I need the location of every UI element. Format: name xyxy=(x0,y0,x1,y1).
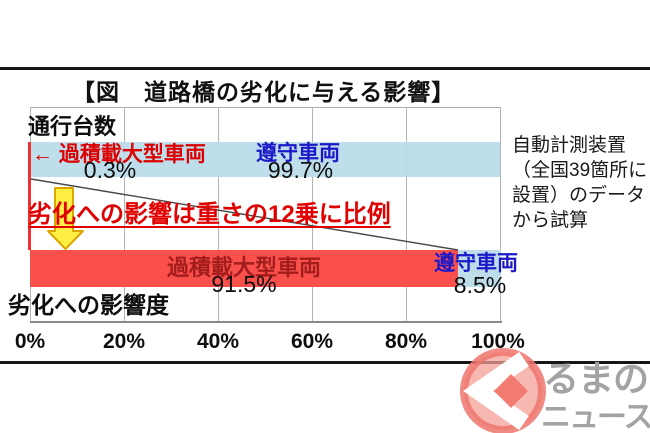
power-law-annotation: 劣化への影響は重さの12乗に比例 xyxy=(28,201,391,228)
source-note-line: 設置）のデータ xyxy=(512,185,646,206)
bottom-border-rule xyxy=(0,361,650,364)
x-tick-20: 20% xyxy=(102,330,146,353)
impact-overloaded-value: 91.5% xyxy=(211,271,277,297)
traffic-overloaded-label: ← 過積載大型車両 xyxy=(32,143,206,166)
watermark-text-top: るまの xyxy=(543,358,649,399)
source-note-line: （全国39箇所に xyxy=(512,160,648,181)
traffic-compliant-value: 99.7% xyxy=(267,157,334,183)
source-note-line: 自動計測装置 xyxy=(512,135,627,156)
impact-overloaded-label: 過積載大型車両 xyxy=(166,255,321,280)
logo-diamond xyxy=(494,374,528,408)
gridline-100 xyxy=(500,107,501,322)
source-note: 自動計測装置 （全国39箇所に 設置）のデータ から試算 xyxy=(512,133,647,233)
plot-top-border xyxy=(30,107,501,108)
impact-overloaded-bar xyxy=(30,250,458,287)
x-axis-line xyxy=(30,321,502,323)
traffic-overloaded-value: 0.3% xyxy=(83,157,137,183)
impact-compliant-label: 遵守車両 xyxy=(434,252,518,275)
traffic-compliant-label: 遵守車両 xyxy=(256,142,340,165)
top-border-rule xyxy=(0,67,650,70)
watermark-text-bottom: ニュース xyxy=(541,401,650,433)
traffic-compliant-bar xyxy=(30,142,500,177)
impact-compliant-value: 8.5% xyxy=(453,272,507,298)
x-tick-80: 80% xyxy=(384,330,428,353)
source-note-line: から試算 xyxy=(512,210,589,231)
impact-compliant-bar xyxy=(458,250,501,287)
x-tick-100: 100% xyxy=(471,330,525,353)
logo-chevron xyxy=(463,352,529,430)
impact-row-label: 劣化への影響度 xyxy=(8,292,169,318)
x-tick-0: 0% xyxy=(14,330,46,353)
figure-title: 【図 道路橋の劣化に与える影響】 xyxy=(72,79,456,105)
x-tick-40: 40% xyxy=(196,330,240,353)
gridline-80 xyxy=(406,107,407,322)
x-tick-60: 60% xyxy=(290,330,334,353)
traffic-row-label: 通行台数 xyxy=(28,114,117,139)
